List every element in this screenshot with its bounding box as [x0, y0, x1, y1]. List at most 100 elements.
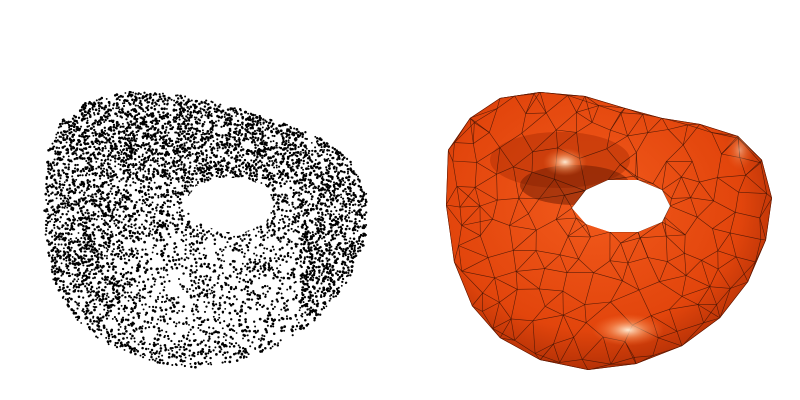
point	[212, 331, 216, 334]
point	[250, 291, 253, 294]
point	[87, 142, 90, 145]
point	[224, 119, 227, 121]
point	[159, 344, 162, 347]
point	[272, 193, 276, 197]
point	[93, 240, 96, 243]
point	[96, 172, 99, 175]
point	[162, 276, 165, 279]
point	[285, 139, 288, 143]
point	[79, 174, 82, 177]
point	[74, 266, 78, 269]
point	[87, 240, 90, 244]
point	[219, 103, 222, 106]
point	[97, 210, 100, 213]
point	[163, 171, 167, 175]
point	[174, 258, 178, 262]
point	[230, 115, 233, 118]
point	[351, 181, 355, 184]
point	[183, 174, 187, 177]
point	[335, 187, 338, 190]
point	[153, 119, 157, 122]
point	[277, 177, 280, 179]
point	[164, 334, 166, 337]
point	[95, 99, 98, 102]
point	[225, 174, 228, 177]
point	[104, 106, 108, 109]
point	[175, 168, 178, 171]
point	[208, 113, 211, 117]
point	[158, 104, 161, 107]
point	[76, 318, 79, 321]
point	[86, 289, 89, 291]
point	[123, 332, 126, 336]
point	[318, 215, 321, 218]
point	[137, 92, 140, 95]
point	[177, 163, 180, 166]
point	[217, 318, 219, 321]
point	[317, 200, 320, 204]
point	[60, 243, 63, 246]
point	[129, 171, 132, 174]
point	[178, 167, 181, 170]
point	[156, 361, 160, 364]
point	[256, 149, 259, 152]
point	[101, 191, 105, 195]
point	[60, 270, 63, 273]
point	[160, 308, 164, 312]
point	[258, 258, 261, 261]
point	[287, 224, 290, 228]
point	[175, 161, 179, 164]
point	[337, 251, 340, 254]
point	[133, 340, 136, 343]
point	[136, 263, 140, 267]
point	[184, 126, 188, 130]
point	[243, 252, 246, 255]
point	[189, 252, 192, 255]
point	[56, 253, 59, 256]
point	[305, 187, 308, 190]
point	[67, 166, 70, 169]
point	[153, 310, 157, 313]
point	[140, 209, 144, 212]
point	[190, 246, 193, 248]
point	[318, 269, 321, 272]
point	[188, 176, 191, 180]
point	[318, 271, 321, 274]
point	[84, 104, 88, 107]
point	[297, 146, 300, 149]
point	[312, 308, 315, 312]
point	[60, 274, 63, 277]
point	[260, 165, 263, 168]
point	[118, 108, 121, 111]
point	[134, 104, 137, 107]
point	[210, 112, 213, 115]
point	[51, 235, 54, 238]
point	[291, 325, 295, 329]
point	[180, 339, 183, 343]
point	[148, 135, 150, 138]
point	[274, 158, 277, 161]
point	[144, 303, 147, 306]
point	[75, 200, 78, 203]
point	[349, 274, 352, 277]
point	[192, 351, 196, 355]
point	[244, 320, 247, 324]
point	[253, 141, 256, 144]
point	[200, 145, 204, 149]
point	[287, 141, 290, 144]
point	[166, 169, 169, 172]
point	[97, 191, 100, 194]
point	[66, 206, 69, 209]
point	[273, 257, 276, 260]
point	[251, 341, 254, 344]
point	[328, 164, 331, 167]
point	[50, 229, 54, 232]
point	[203, 319, 206, 322]
point	[133, 157, 137, 161]
point	[184, 95, 187, 98]
point	[268, 287, 272, 290]
point	[277, 169, 281, 172]
point	[96, 204, 100, 207]
point	[168, 172, 171, 175]
point	[315, 276, 318, 280]
